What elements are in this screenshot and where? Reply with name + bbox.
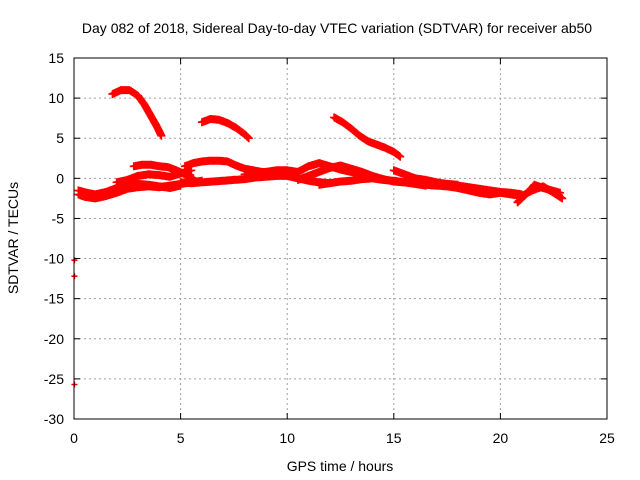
series-markers — [74, 179, 185, 199]
x-tick-label: 20 — [493, 430, 509, 446]
tick-layer: 0 5 10 15 20 25 -30 -25 -20 -15 -10 -5 0 5 10 15 — [44, 50, 615, 446]
x-tick-label: 15 — [386, 430, 402, 446]
chart-title: Day 082 of 2018, Sidereal Day-to-day VTE… — [82, 20, 592, 36]
y-axis-label: SDTVAR / TECUs — [5, 182, 21, 294]
y-tick-label: 10 — [48, 90, 64, 106]
data-layer — [71, 86, 567, 388]
series-arc-left-2 — [74, 179, 185, 199]
series-arc-high-1 — [108, 86, 166, 140]
series-markers — [197, 115, 253, 143]
plot-frame — [73, 57, 608, 420]
series-arc-right-3 — [513, 180, 565, 207]
y-tick-label: -25 — [44, 371, 64, 387]
x-axis-label: GPS time / hours — [287, 458, 394, 474]
x-tick-label: 5 — [177, 430, 185, 446]
x-tick-label: 0 — [70, 430, 78, 446]
y-tick-label: -5 — [52, 210, 65, 226]
x-tick-label: 25 — [599, 430, 615, 446]
y-tick-label: 5 — [56, 130, 64, 146]
series-markers — [112, 166, 196, 187]
y-tick-label: -15 — [44, 291, 64, 307]
series-arc-high-3 — [330, 113, 405, 161]
series-arc-high-2 — [197, 115, 253, 143]
y-tick-label: -30 — [44, 411, 64, 427]
y-tick-label: 0 — [56, 170, 64, 186]
y-tick-label: -10 — [44, 251, 64, 267]
series-arc-mid-3 — [112, 166, 196, 187]
x-tick-label: 10 — [279, 430, 295, 446]
series-markers — [513, 180, 565, 207]
series-markers — [330, 113, 405, 161]
y-tick-label: -20 — [44, 331, 64, 347]
series-markers — [108, 86, 166, 140]
y-tick-label: 15 — [48, 50, 64, 66]
